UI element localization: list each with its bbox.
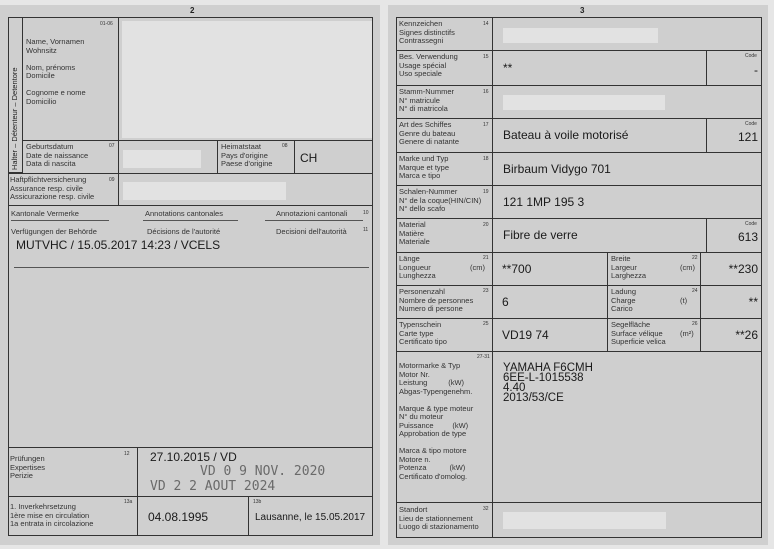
field-label: Bes. Verwendung Usage spécial Uso speciale [399, 52, 458, 78]
field-label: Kennzeichen Signes distinctifs Contrassegn… [399, 19, 455, 45]
field-label: Typenschein Carte type Certificato tipo [399, 320, 447, 346]
row-25-value: VD19 74 [502, 328, 549, 342]
row-19-value: 121 1MP 195 3 [503, 194, 585, 209]
row-18-value: Birbaum Vidygo 701 [503, 161, 611, 176]
place-date-value: Lausanne, le 15.05.2017 [255, 512, 366, 523]
location-redacted [503, 512, 666, 529]
field-label: Motormarke & Typ Motor Nr. Leistung (kW) Ab… [399, 361, 474, 481]
row-20-code: 613 [737, 230, 758, 244]
origin-label: Heimatstaat Pays d'origine Paese d'origine [221, 142, 273, 168]
field-label: Ladung Charge Carico [611, 287, 637, 313]
holder-redacted [122, 21, 372, 138]
row-26-value: **26 [735, 328, 758, 342]
inspections-value: 27.10.2015 / VD [150, 450, 237, 464]
field-label: Material Matière Materiale [399, 220, 430, 246]
birth-redacted [123, 150, 201, 168]
insurance-redacted [123, 182, 286, 200]
field-label: Schalen-Nummer N° de la coque(HIN/CIN) N° … [399, 187, 482, 213]
field-label: Standort Lieu de stationnement Luogo di st… [399, 505, 479, 531]
row-23-value: 6 [502, 295, 509, 309]
field-label: Stamm-Nummer N° matricule N° di matricola [399, 87, 455, 113]
field-label: Segelfläche Surface vélique Superficie vel… [611, 320, 666, 346]
row-17-code: 121 [737, 130, 758, 144]
field-label: Art des Schiffes Genre du bateau Genere di… [399, 120, 460, 146]
origin-value: CH [300, 151, 318, 165]
decisions-value: MUTVHC / 15.05.2017 14:23 / VCELS [16, 238, 221, 252]
row-22-value: **230 [728, 262, 758, 276]
annotations-de: Kantonale Vermerke [11, 209, 79, 218]
field-label: Breite Largeur Larghezza [611, 254, 647, 280]
row-24-value: ** [748, 295, 758, 309]
page-number: 2 [190, 6, 195, 15]
side-label: Halter – Détenteur – Detentore [10, 67, 19, 170]
row-21-value: **700 [502, 262, 532, 276]
page-number: 3 [580, 6, 585, 15]
row-20-value: Fibre de verre [503, 228, 578, 242]
field-label: Länge Longueur Lunghezza [399, 254, 436, 280]
decisions-it: Decisioni dell'autorità [276, 227, 347, 236]
annotations-fr: Annotations cantonales [145, 209, 223, 218]
row-15-code: - [754, 62, 758, 77]
inspection-stamp: VD 0 9 NOV. 2020 [200, 464, 326, 479]
inspections-label: Prüfungen Expertises Perizie [10, 454, 46, 480]
decisions-fr: Décisions de l'autorité [147, 227, 221, 236]
field-label: Marke und Typ Marque et type Marca e tipo [399, 154, 450, 180]
field-label: Personenzahl Nombre de personnes Numero di… [399, 287, 474, 313]
first-registration-value: 04.08.1995 [148, 510, 209, 524]
redacted-value [503, 95, 665, 110]
decisions-de: Verfügungen der Behörde [11, 227, 97, 236]
holder-label: Name, Vornamen Wohnsitz Nom, prénoms Domici… [26, 37, 86, 106]
row-17-value: Bateau à voile motorisé [503, 128, 629, 142]
insurance-label: Haftpflichtversicherung Assurance resp. c… [10, 175, 95, 201]
birth-label: Geburtsdatum Date de naissance Data di nas… [26, 142, 89, 168]
row-15-value: ** [503, 60, 513, 75]
motor-values: YAMAHA F6CMH 6EE-L-1015538 4.40 2013/53/CE [503, 362, 593, 404]
first-registration-label: 1. Inverkehrsetzung 1ère mise en circulat… [10, 502, 94, 528]
inspection-stamp: VD 2 2 AOUT 2024 [150, 479, 276, 494]
annotations-it: Annotazioni cantonali [276, 209, 348, 218]
redacted-value [503, 28, 658, 43]
